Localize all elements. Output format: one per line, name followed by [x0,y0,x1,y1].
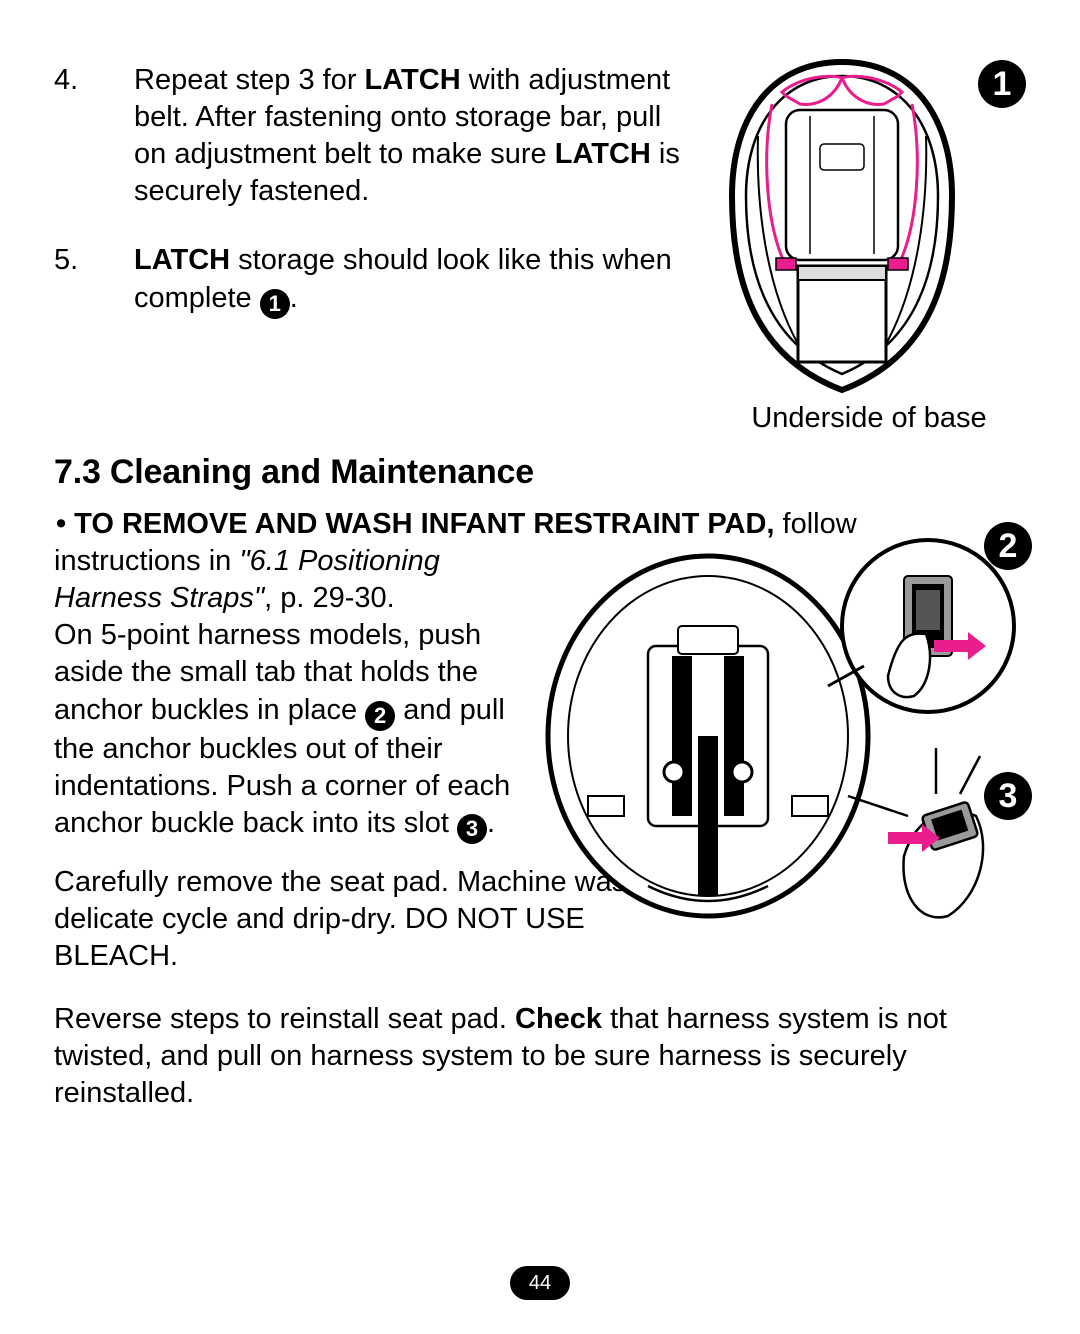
reference-badge-1: 1 [260,289,290,319]
latch-steps-section: 4. Repeat step 3 for LATCH with adjustme… [54,56,1026,435]
page-number: 44 [510,1266,570,1300]
reference-badge-2: 2 [365,701,395,731]
step-body: Repeat step 3 for LATCH with adjustment … [134,62,692,210]
figure-badge-2: 2 [984,522,1032,570]
bullet-icon: • [54,506,74,543]
step-5: 5. LATCH storage should look like this w… [54,242,692,318]
step-4: 4. Repeat step 3 for LATCH with adjustme… [54,62,692,210]
step-number: 5. [54,242,134,318]
section-heading: 7.3 Cleaning and Maintenance [54,453,1026,492]
instruction-list: 4. Repeat step 3 for LATCH with adjustme… [54,56,692,435]
figure-caption: Underside of base [712,402,1026,435]
figure-anchor-buckle: 2 3 [528,536,1038,956]
figure-badge-3: 3 [984,772,1032,820]
anchor-buckle-illustration [528,536,1038,956]
figure-underside-base: 1 Underside of base [712,56,1026,435]
figure-badge-1: 1 [978,60,1026,108]
underside-base-illustration [712,56,972,396]
step-number: 4. [54,62,134,210]
cleaning-section: • TO REMOVE AND WASH INFANT RESTRAINT PA… [54,506,1026,1113]
step-body: LATCH storage should look like this when… [134,242,692,318]
reinstall-paragraph: Reverse steps to reinstall seat pad. Che… [54,1001,1026,1112]
reference-badge-3: 3 [457,814,487,844]
